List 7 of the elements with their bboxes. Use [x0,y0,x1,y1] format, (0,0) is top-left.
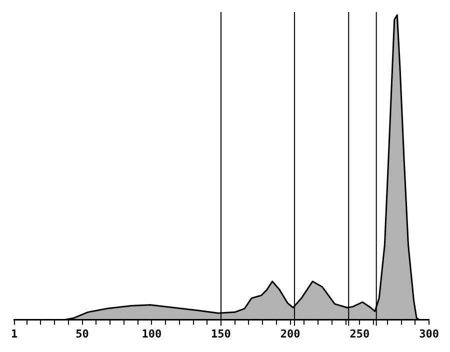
x-tick-label: 250 [350,327,370,340]
x-tick-label: 1 [11,327,18,340]
x-tick-label: 200 [280,327,300,340]
x-tick-label: 100 [142,327,162,340]
x-tick-label: 300 [419,327,440,340]
x-tick-label: 150 [211,327,231,340]
x-tick-label: 50 [76,327,89,340]
